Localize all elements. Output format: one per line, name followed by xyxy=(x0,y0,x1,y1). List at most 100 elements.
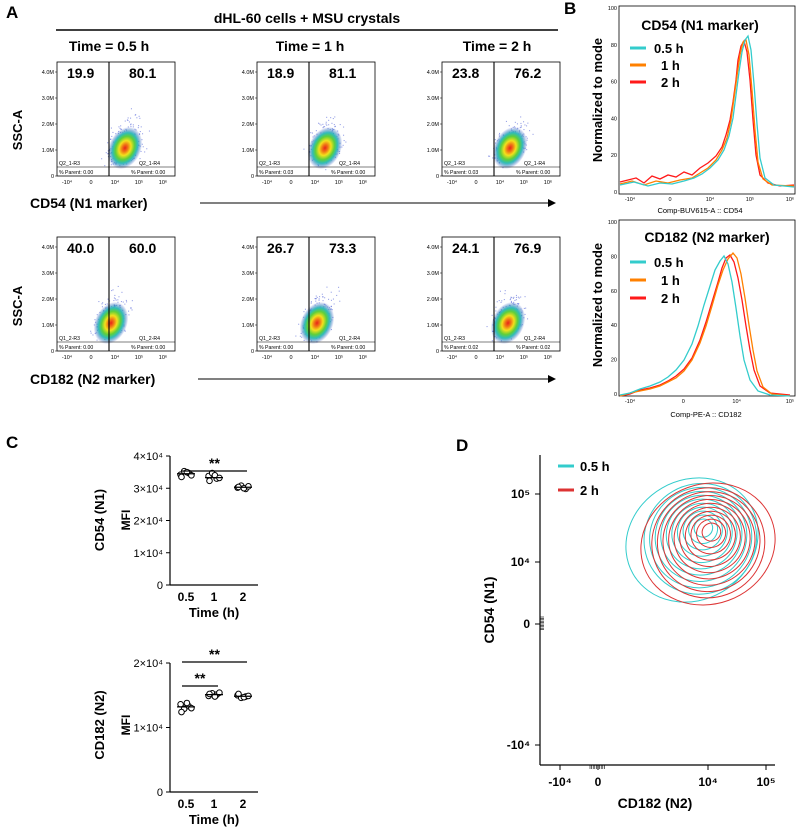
flow-xtick: -10⁴ xyxy=(262,354,273,361)
event-dot xyxy=(511,297,513,299)
dot-plot-ytick: 4×10⁴ xyxy=(133,451,163,463)
contour-ytick: 10⁵ xyxy=(511,487,530,501)
hist-top-legend: 0.5 h 1 h 2 h xyxy=(630,41,684,90)
event-dot xyxy=(334,116,336,118)
panel-a-header: dHL-60 cells + MSU crystals xyxy=(214,10,401,26)
contour-ticks: -10⁴ 0 10⁴ 10⁵ 10⁵ 10⁴ 0 -10⁴ xyxy=(507,487,776,789)
event-dot xyxy=(126,119,128,121)
event-dot xyxy=(98,301,100,303)
hist-top-ticks: 100 80 60 40 20 0 -10⁴ 0 10⁴ 10⁵ 10⁶ xyxy=(608,6,794,203)
event-dot xyxy=(325,121,327,123)
flow-xtick: 10⁵ xyxy=(135,354,143,361)
event-dot xyxy=(486,326,488,328)
event-dot xyxy=(303,148,305,150)
event-dot xyxy=(107,142,109,144)
event-dot xyxy=(520,125,522,127)
contour-ytick: 0 xyxy=(523,617,530,631)
dot-plot-xlabel: Time (h) xyxy=(189,605,239,620)
event-dot xyxy=(92,334,94,336)
contour-line xyxy=(673,502,746,574)
flow-ytick: 2.0M xyxy=(42,297,55,303)
panel-label-a: A xyxy=(6,3,18,22)
dot-plot-xtick: 2 xyxy=(240,590,247,604)
dot-plot-title: CD182 (N2) xyxy=(92,690,107,759)
flow-ytick: 2.0M xyxy=(42,122,55,128)
contour-legend-label-2h: 2 h xyxy=(580,483,599,498)
flow-ytick: 4.0M xyxy=(242,245,255,251)
event-dot xyxy=(492,157,494,159)
gate-parent-right: % Parent: 0.00 xyxy=(331,170,365,176)
contour-xtick: 0 xyxy=(595,775,602,789)
contour-lines xyxy=(625,477,776,606)
time-label-1: Time = 1 h xyxy=(276,38,345,54)
event-dot xyxy=(121,291,123,293)
event-dot xyxy=(136,117,138,119)
flow-ytick: 3.0M xyxy=(42,96,55,102)
legend-label-1h: 1 h xyxy=(661,273,680,288)
flow-ytick: 0 xyxy=(51,349,54,355)
gate-parent-right: % Parent: 0.00 xyxy=(131,345,165,351)
flow-ytick: 4.0M xyxy=(427,70,440,76)
contour-line xyxy=(684,510,736,561)
time-label-05: Time = 0.5 h xyxy=(69,38,149,54)
event-dot xyxy=(139,158,141,160)
hist-top-xlabel: Comp-BUV615-A :: CD54 xyxy=(657,206,742,215)
event-dot xyxy=(319,123,321,125)
event-dot xyxy=(514,299,516,301)
panel-label-d: D xyxy=(456,436,468,455)
contour-ytick: -10⁴ xyxy=(507,738,530,752)
event-dot xyxy=(301,336,303,338)
gate-name-left: Q2_1-R3 xyxy=(259,161,280,167)
event-dot xyxy=(495,310,497,312)
event-dot xyxy=(115,299,117,301)
gate-name-left: Q2_1-R3 xyxy=(444,161,465,167)
gate-name-right: Q2_1-R4 xyxy=(139,161,160,167)
event-dot xyxy=(505,120,507,122)
flow-plots: 19.9 80.1 Q2_1-R3 Q2_1-R4 % Parent: 0.00 % Pa… xyxy=(42,61,561,361)
flow-ytick: 0 xyxy=(436,349,439,355)
event-dot xyxy=(124,330,126,332)
dot-plot-ytick: 1×10⁴ xyxy=(133,548,163,560)
contour-line xyxy=(640,482,776,606)
contour-xtick: 10⁴ xyxy=(698,775,717,789)
event-dot xyxy=(332,298,334,300)
event-dot xyxy=(323,126,325,128)
event-dot xyxy=(107,298,109,300)
event-dot xyxy=(315,298,317,300)
hist-xtick: -10⁴ xyxy=(625,196,636,203)
event-dot xyxy=(322,296,324,298)
event-dot xyxy=(331,122,333,124)
flow-xtick: 0 xyxy=(89,355,92,361)
flow-xtick: 10⁵ xyxy=(335,179,343,186)
hist-ytick: 40 xyxy=(611,116,617,122)
event-dot xyxy=(524,124,526,126)
event-dot xyxy=(110,164,112,166)
dot-plot-title: CD54 (N1) xyxy=(92,489,107,551)
event-dot xyxy=(491,314,493,316)
event-dot xyxy=(131,309,133,311)
ssc-label-row1: SSC-A xyxy=(10,109,25,150)
event-dot xyxy=(523,129,525,131)
flow-xtick: 10⁴ xyxy=(496,354,505,361)
event-dot xyxy=(299,335,301,337)
event-dot xyxy=(500,301,502,303)
event-dot xyxy=(520,116,522,118)
event-dot xyxy=(326,286,328,288)
event-dot xyxy=(520,296,522,298)
event-dot xyxy=(125,299,127,301)
event-dot xyxy=(325,123,327,125)
event-dot xyxy=(132,126,134,128)
event-dot xyxy=(504,290,506,292)
hist-ytick: 100 xyxy=(608,6,617,12)
dot-plot-ytick: 0 xyxy=(157,787,163,799)
event-dot xyxy=(527,318,529,320)
flow-ytick: 1.0M xyxy=(242,148,255,154)
density-core xyxy=(307,126,343,170)
event-dot xyxy=(120,301,122,303)
legend-label-2h: 2 h xyxy=(661,291,680,306)
flow-ytick: 3.0M xyxy=(427,96,440,102)
density-core xyxy=(492,126,528,170)
dot-plot-xtick: 1 xyxy=(211,797,218,811)
event-dot xyxy=(128,314,130,316)
event-dot xyxy=(315,298,317,300)
